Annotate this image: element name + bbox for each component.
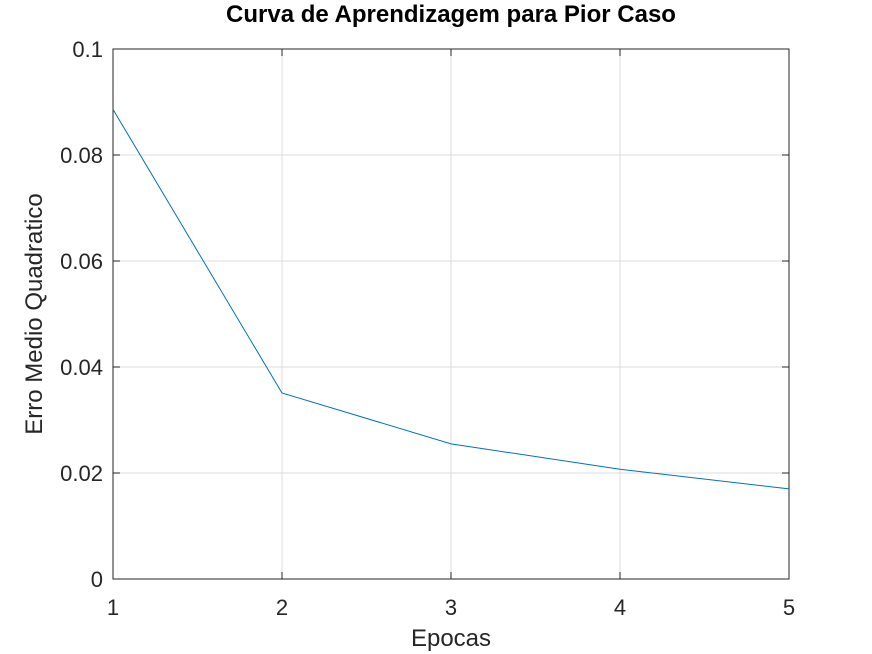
- y-tick-label: 0.06: [60, 249, 103, 274]
- x-tick-label: 3: [445, 595, 457, 620]
- x-tick-label: 1: [107, 595, 119, 620]
- y-tick-label: 0.1: [72, 37, 103, 62]
- x-tick-label: 4: [614, 595, 626, 620]
- y-tick-label: 0.08: [60, 143, 103, 168]
- axis-ticks: 1 2 3 4 5 0 0.02 0.04 0.06 0.08 0.1: [60, 37, 795, 620]
- series-line: [112, 109, 790, 490]
- x-tick-label: 5: [783, 595, 795, 620]
- series-group: [112, 109, 790, 490]
- x-axis-label: Epocas: [411, 625, 491, 652]
- chart-title: Curva de Aprendizagem para Pior Caso: [226, 1, 676, 28]
- x-tick-label: 2: [276, 595, 288, 620]
- grid: [113, 49, 789, 579]
- y-tick-label: 0: [91, 567, 103, 592]
- y-axis-label: Erro Medio Quadratico: [21, 193, 48, 434]
- y-tick-label: 0.02: [60, 461, 103, 486]
- y-tick-label: 0.04: [60, 355, 103, 380]
